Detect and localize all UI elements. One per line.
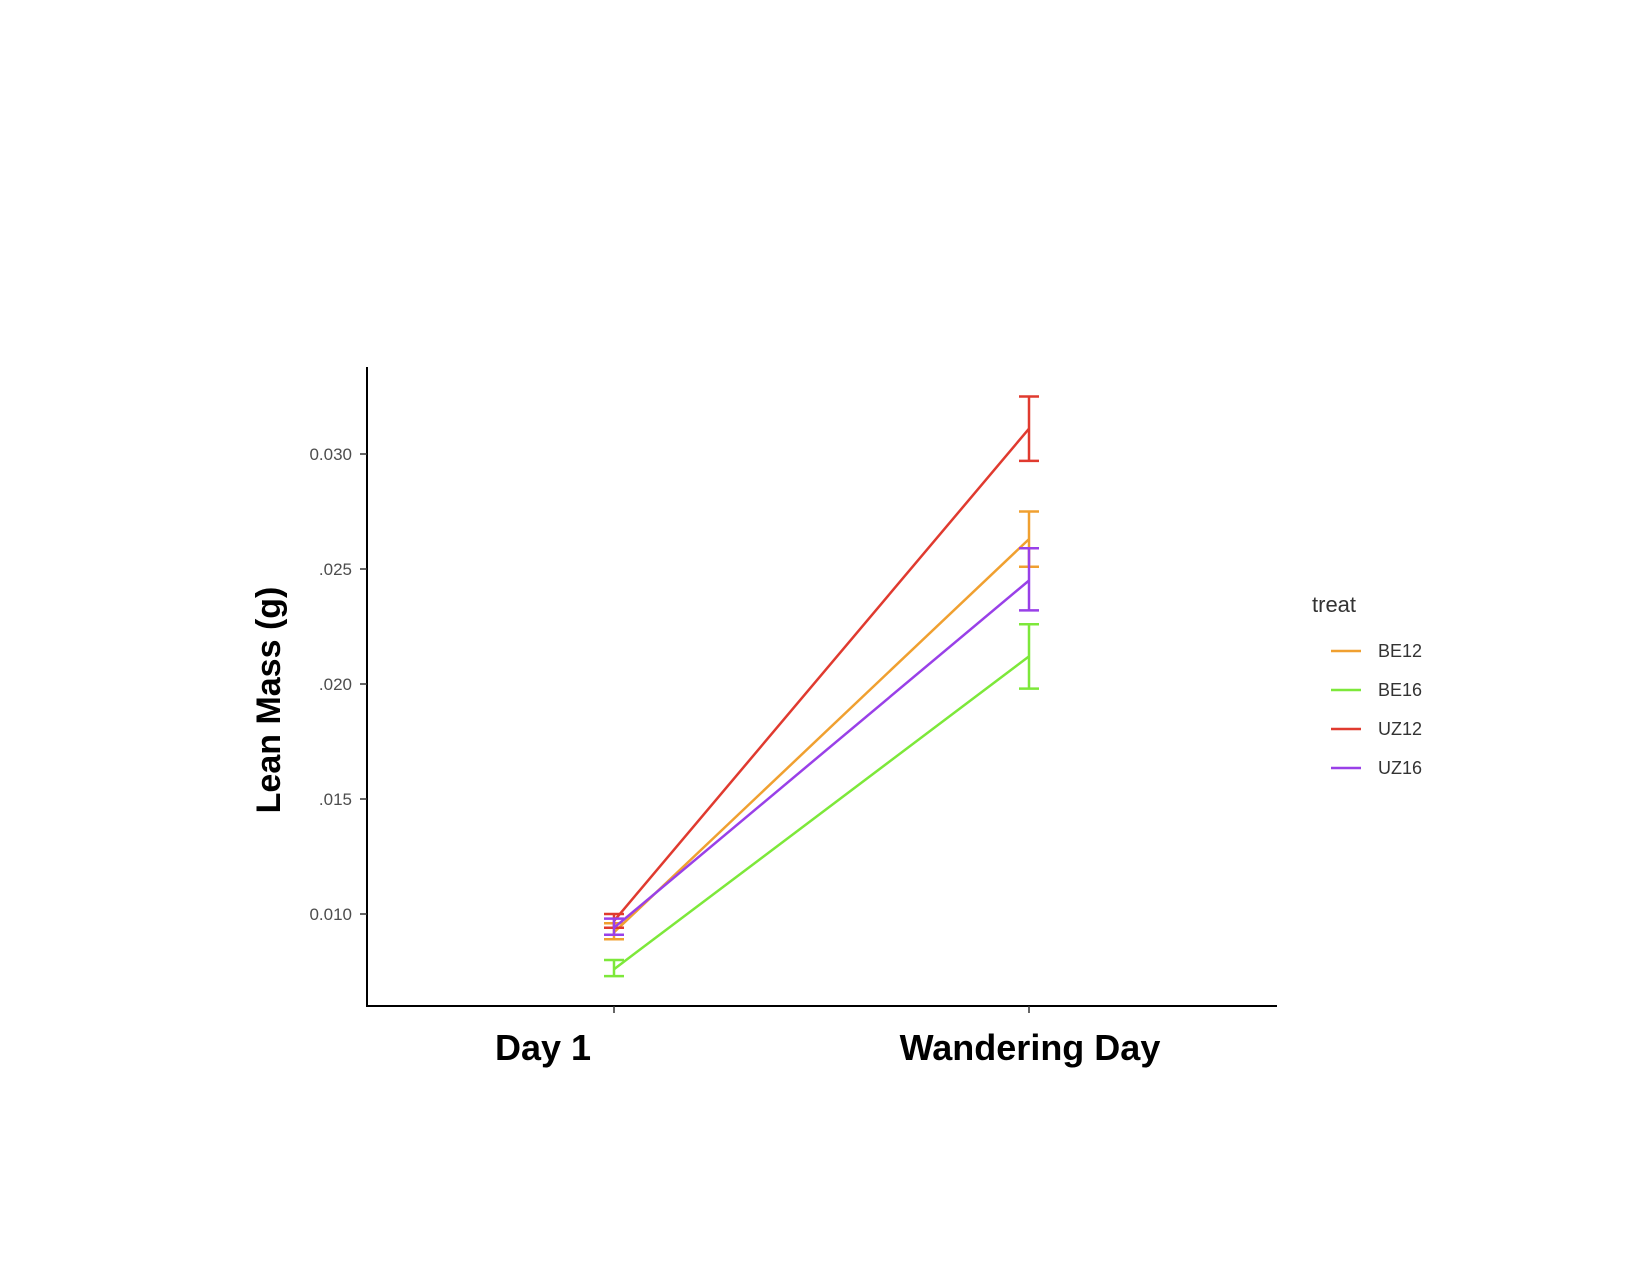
legend-item-be16: BE16 [1331, 680, 1422, 700]
legend-item-be12: BE12 [1331, 641, 1422, 661]
y-tick-label: .015 [319, 790, 352, 809]
legend-item-uz16: UZ16 [1331, 758, 1422, 778]
series-be16 [604, 622, 1039, 978]
series-line [613, 655, 1030, 971]
x-tick-label: Wandering Day [900, 1027, 1161, 1068]
legend-label: BE16 [1378, 680, 1422, 700]
y-tick-label: 0.030 [309, 445, 352, 464]
series-layer [604, 395, 1039, 978]
legend: treat BE12 BE16 UZ12 UZ16 [1312, 592, 1422, 778]
legend-label: BE12 [1378, 641, 1422, 661]
legend-items: BE12 BE16 UZ12 UZ16 [1331, 641, 1422, 778]
series-line [613, 427, 1030, 922]
legend-title: treat [1312, 592, 1356, 617]
error-bar [1019, 547, 1039, 612]
y-ticks: 0.010 .015 .020 .025 0.030 [309, 445, 367, 924]
series-line [613, 538, 1030, 934]
error-bar [604, 917, 624, 936]
legend-item-uz12: UZ12 [1331, 719, 1422, 739]
y-axis-title: Lean Mass (g) [250, 587, 288, 814]
y-tick-label: .025 [319, 560, 352, 579]
x-ticks: Day 1 Wandering Day [495, 1006, 1160, 1068]
axes [366, 367, 1277, 1007]
series-line [613, 579, 1030, 929]
series-uz12 [604, 395, 1039, 930]
series-be12 [604, 510, 1039, 941]
series-uz16 [604, 547, 1039, 936]
x-tick-label: Day 1 [495, 1027, 591, 1068]
error-bar [604, 958, 624, 978]
y-tick-label: 0.010 [309, 905, 352, 924]
y-tick-label: .020 [319, 675, 352, 694]
legend-label: UZ16 [1378, 758, 1422, 778]
legend-label: UZ12 [1378, 719, 1422, 739]
